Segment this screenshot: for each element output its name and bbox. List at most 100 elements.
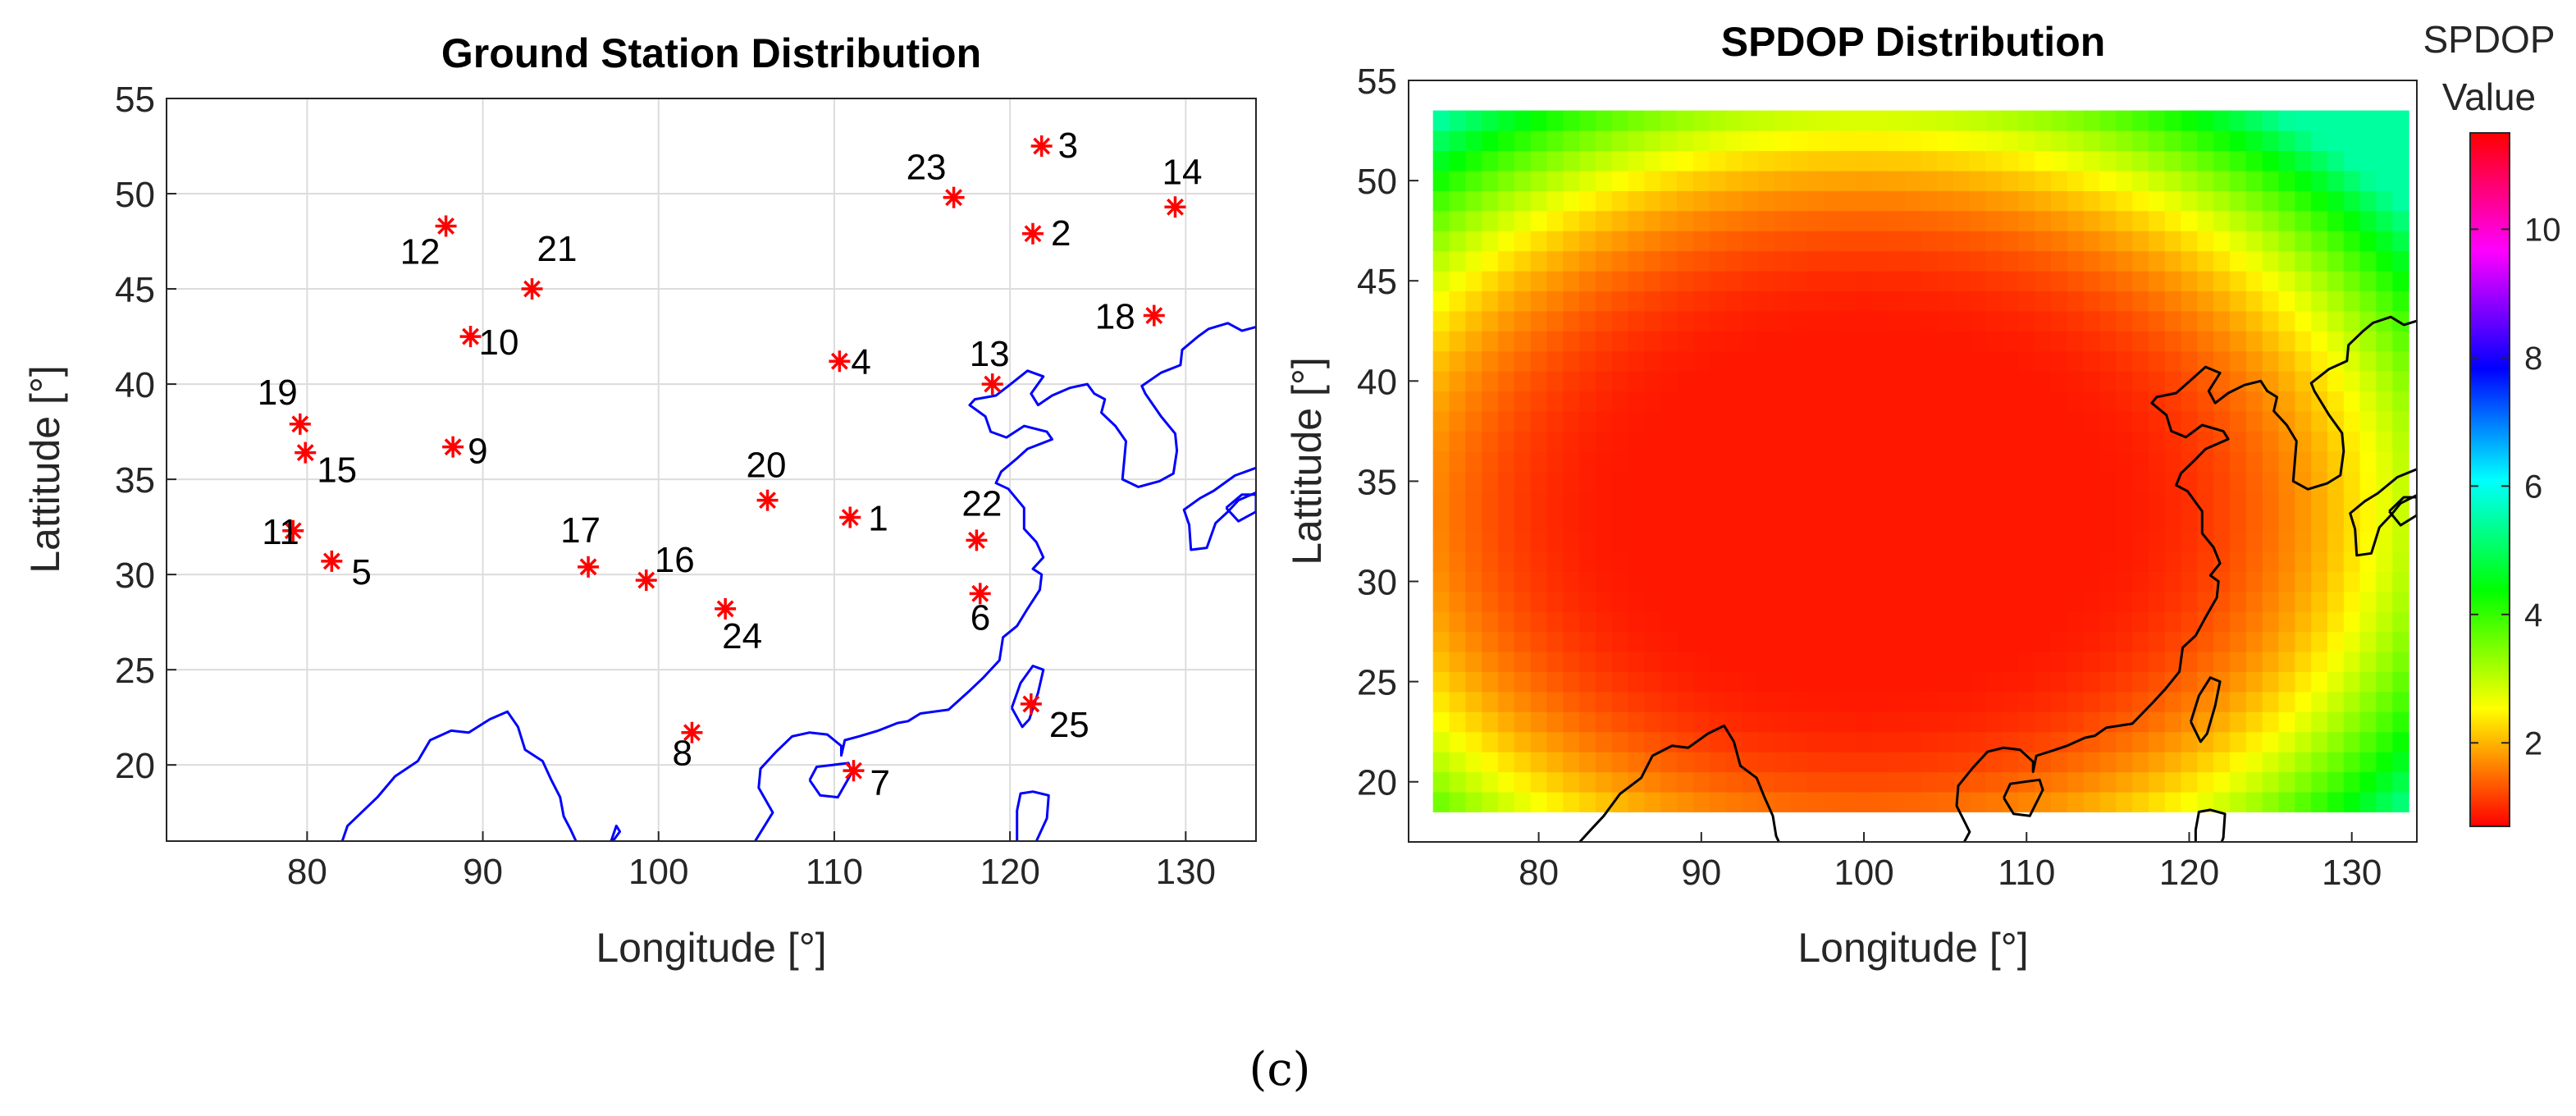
heatmap-cell — [1985, 350, 2003, 372]
heatmap-cell — [2197, 671, 2214, 693]
heatmap-cell — [2327, 310, 2345, 332]
heatmap-cell — [1774, 271, 1792, 291]
heatmap-cell — [1985, 250, 2003, 272]
heatmap-cell — [1758, 190, 1775, 212]
heatmap-cell — [1579, 571, 1596, 592]
heatmap-cell — [2230, 731, 2247, 752]
heatmap-cell — [2327, 271, 2345, 291]
heatmap-cell — [2083, 431, 2100, 452]
heatmap-cell — [2359, 350, 2377, 372]
heatmap-cell — [1563, 511, 1580, 533]
heatmap-cell — [1774, 652, 1792, 672]
heatmap-cell — [2245, 591, 2263, 612]
heatmap-cell — [1725, 130, 1742, 152]
heatmap-cell — [2392, 331, 2409, 352]
heatmap-cell — [1644, 310, 1661, 332]
heatmap-cell — [1514, 190, 1532, 212]
heatmap-cell — [1432, 652, 1450, 672]
heatmap-cell — [1660, 170, 1678, 191]
heatmap-cell — [1725, 711, 1742, 733]
heatmap-cell — [1758, 170, 1775, 191]
heatmap-cell — [1677, 290, 1694, 312]
heatmap-cell — [2002, 671, 2019, 693]
heatmap-cell — [1677, 591, 1694, 612]
heatmap-cell — [1546, 271, 1564, 291]
heatmap-cell — [2213, 771, 2231, 793]
heatmap-cell — [2213, 231, 2231, 252]
heatmap-cell — [1660, 130, 1678, 152]
heatmap-cell — [1985, 671, 2003, 693]
heatmap-cell — [2392, 170, 2409, 191]
heatmap-cell — [1563, 250, 1580, 272]
heatmap-cell — [2083, 611, 2100, 633]
heatmap-cell — [1953, 250, 1971, 272]
heatmap-cell — [1921, 531, 1938, 552]
heatmap-cell — [2295, 231, 2312, 252]
heatmap-cell — [1563, 431, 1580, 452]
heatmap-cell — [2230, 471, 2247, 492]
heatmap-cell — [1660, 350, 1678, 372]
heatmap-cell — [1806, 110, 1825, 131]
heatmap-cell — [1579, 691, 1596, 712]
heatmap-cell — [1677, 711, 1694, 733]
heatmap-cell — [2230, 571, 2247, 592]
heatmap-cell — [1709, 791, 1727, 812]
heatmap-cell — [1514, 611, 1532, 633]
heatmap-cell — [1465, 551, 1482, 572]
heatmap-cell — [2164, 290, 2182, 312]
heatmap-cell — [1692, 210, 1710, 231]
heatmap-cell — [2213, 190, 2231, 212]
heatmap-cell — [2164, 531, 2182, 552]
heatmap-cell — [2295, 150, 2312, 172]
heatmap-cell — [1937, 731, 1954, 752]
heatmap-cell — [1596, 551, 1613, 572]
heatmap-cell — [1579, 451, 1596, 472]
heatmap-cell — [1790, 190, 1808, 212]
heatmap-cell — [2230, 150, 2247, 172]
heatmap-cell — [1937, 771, 1954, 793]
heatmap-cell — [2295, 290, 2312, 312]
heatmap-cell — [1937, 431, 1954, 452]
heatmap-cell — [1579, 290, 1596, 312]
y-tick-label: 50 — [1357, 162, 1397, 202]
heatmap-cell — [2018, 571, 2035, 592]
heatmap-cell — [2359, 511, 2377, 533]
heatmap-cell — [1449, 170, 1466, 191]
heatmap-cell — [1628, 731, 1645, 752]
heatmap-cell — [2213, 290, 2231, 312]
heatmap-cell — [2002, 771, 2019, 793]
heatmap-cell — [2181, 391, 2198, 412]
heatmap-cell — [2343, 391, 2361, 412]
heatmap-cell — [1432, 531, 1450, 552]
heatmap-cell — [2230, 752, 2247, 773]
heatmap-cell — [1482, 231, 1499, 252]
y-tick-label: 55 — [115, 80, 155, 120]
heatmap-cell — [1579, 611, 1596, 633]
heatmap-cell — [1742, 711, 1759, 733]
heatmap-cell — [1660, 652, 1678, 672]
heatmap-cell — [1839, 491, 1857, 512]
heatmap-cell — [1596, 371, 1613, 392]
heatmap-cell — [2099, 410, 2117, 432]
heatmap-cell — [1742, 371, 1759, 392]
heatmap-cell — [2359, 110, 2377, 131]
right-chart-title: SPDOP Distribution — [1721, 19, 2106, 65]
heatmap-cell — [1953, 190, 1971, 212]
heatmap-cell — [1596, 170, 1613, 191]
heatmap-cell — [2343, 130, 2361, 152]
heatmap-cell — [2181, 791, 2198, 812]
heatmap-cell — [2181, 290, 2198, 312]
heatmap-cell — [1888, 150, 1906, 172]
heatmap-cell — [1871, 611, 1889, 633]
heatmap-cell — [1969, 511, 1987, 533]
heatmap-cell — [2051, 491, 2068, 512]
heatmap-cell — [2295, 631, 2312, 652]
heatmap-cell — [1677, 431, 1694, 452]
heatmap-cell — [1692, 190, 1710, 212]
heatmap-cell — [1596, 611, 1613, 633]
heatmap-cell — [1579, 231, 1596, 252]
heatmap-cell — [2262, 491, 2280, 512]
heatmap-cell — [2376, 391, 2393, 412]
heatmap-cell — [1774, 731, 1792, 752]
